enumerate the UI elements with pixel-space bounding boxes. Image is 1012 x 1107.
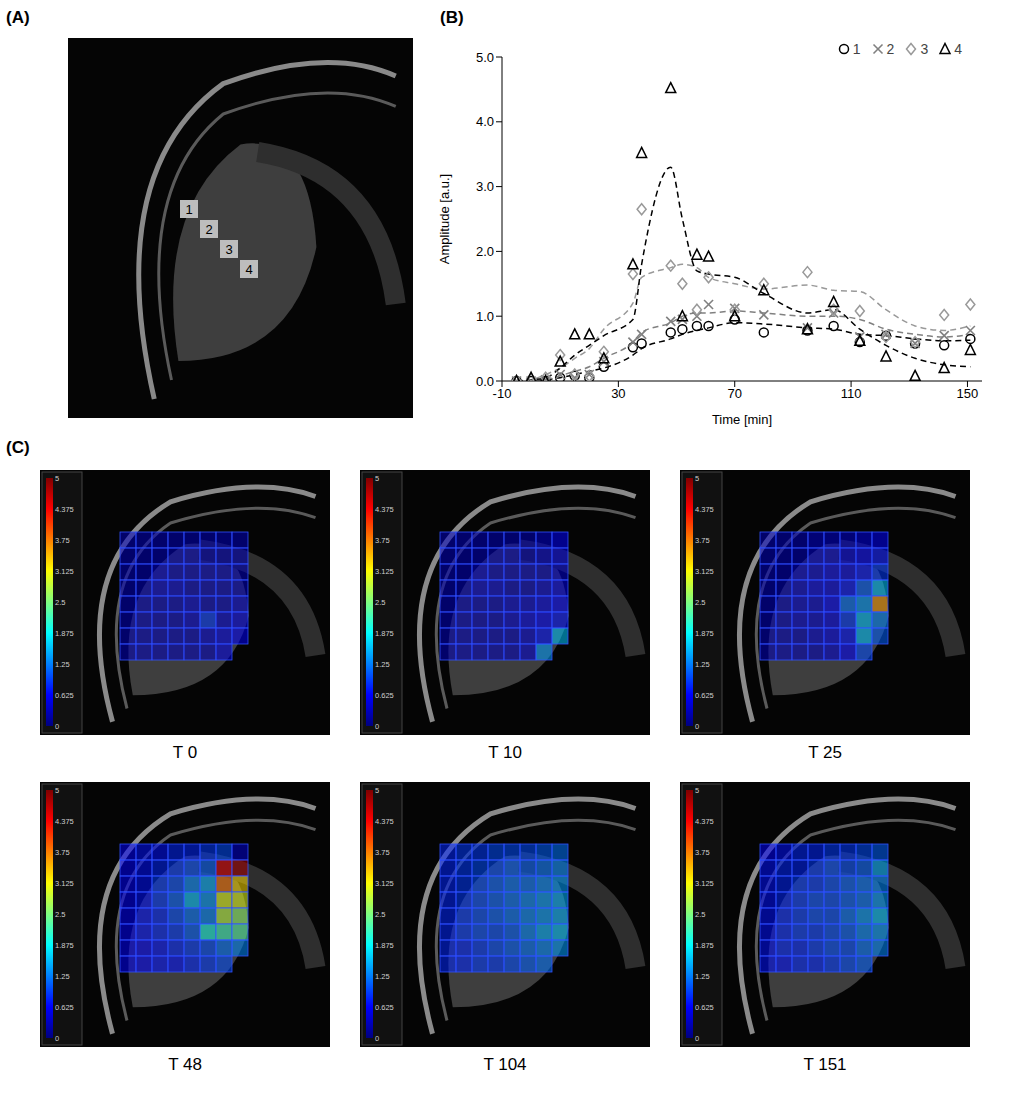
svg-text:Amplitude [a.u.]: Amplitude [a.u.] <box>437 174 452 264</box>
svg-text:5: 5 <box>695 786 699 795</box>
svg-text:1.875: 1.875 <box>695 941 714 950</box>
svg-text:1.25: 1.25 <box>695 660 710 669</box>
svg-text:5: 5 <box>375 474 379 483</box>
svg-text:0.625: 0.625 <box>695 691 714 700</box>
svg-text:5: 5 <box>55 474 59 483</box>
svg-text:4.375: 4.375 <box>55 505 74 514</box>
svg-text:0: 0 <box>55 722 59 731</box>
svg-text:4.375: 4.375 <box>55 817 74 826</box>
svg-text:3.75: 3.75 <box>375 848 390 857</box>
svg-text:4: 4 <box>245 262 252 277</box>
svg-text:150: 150 <box>957 386 979 401</box>
svg-text:4.375: 4.375 <box>695 817 714 826</box>
svg-text:1.25: 1.25 <box>55 660 70 669</box>
svg-text:1.875: 1.875 <box>375 941 394 950</box>
svg-text:3.75: 3.75 <box>55 536 70 545</box>
svg-text:1.0: 1.0 <box>476 309 494 324</box>
html-text:3: 3 <box>920 41 929 57</box>
svg-text:2.5: 2.5 <box>695 910 705 919</box>
svg-text:2.5: 2.5 <box>55 910 65 919</box>
svg-text:4.0: 4.0 <box>476 114 494 129</box>
svg-text:70: 70 <box>727 386 741 401</box>
svg-text:-10: -10 <box>493 386 512 401</box>
html-text:2: 2 <box>886 41 895 57</box>
html-text:T 151: T 151 <box>803 1055 847 1074</box>
svg-text:2: 2 <box>205 222 212 237</box>
html-text:1: 1 <box>852 41 861 57</box>
html-text:T 48: T 48 <box>168 1055 202 1074</box>
svg-text:0: 0 <box>375 1034 379 1043</box>
html-text:T 104: T 104 <box>483 1055 527 1074</box>
html-text:4: 4 <box>954 41 962 57</box>
svg-text:2.5: 2.5 <box>375 598 385 607</box>
svg-text:2.5: 2.5 <box>375 910 385 919</box>
svg-text:3: 3 <box>225 242 232 257</box>
svg-text:3.125: 3.125 <box>375 879 394 888</box>
svg-text:0.625: 0.625 <box>375 691 394 700</box>
svg-text:3.125: 3.125 <box>55 879 74 888</box>
svg-text:2.5: 2.5 <box>695 598 705 607</box>
svg-text:0: 0 <box>55 1034 59 1043</box>
html-text:T 25: T 25 <box>808 743 842 762</box>
svg-text:3.0: 3.0 <box>476 179 494 194</box>
svg-text:3.75: 3.75 <box>375 536 390 545</box>
svg-text:0: 0 <box>695 1034 699 1043</box>
svg-text:0.625: 0.625 <box>55 1003 74 1012</box>
svg-text:0.625: 0.625 <box>55 691 74 700</box>
svg-text:5: 5 <box>695 474 699 483</box>
svg-text:1.25: 1.25 <box>375 660 390 669</box>
svg-text:5: 5 <box>55 786 59 795</box>
svg-text:5.0: 5.0 <box>476 50 494 65</box>
svg-text:4.375: 4.375 <box>375 505 394 514</box>
svg-text:3.75: 3.75 <box>55 848 70 857</box>
svg-text:0.625: 0.625 <box>695 1003 714 1012</box>
svg-text:30: 30 <box>611 386 625 401</box>
svg-text:0: 0 <box>695 722 699 731</box>
html-text:(B): (B) <box>440 8 464 27</box>
svg-text:3.125: 3.125 <box>55 567 74 576</box>
svg-text:0: 0 <box>375 722 379 731</box>
svg-text:4.375: 4.375 <box>375 817 394 826</box>
svg-text:0.0: 0.0 <box>476 374 494 389</box>
svg-text:2.0: 2.0 <box>476 244 494 259</box>
svg-text:4.375: 4.375 <box>695 505 714 514</box>
html-text:(A): (A) <box>6 8 30 27</box>
svg-text:Time [min]: Time [min] <box>712 412 772 427</box>
svg-text:0.625: 0.625 <box>375 1003 394 1012</box>
html-text:(C): (C) <box>6 438 30 457</box>
svg-text:1.875: 1.875 <box>55 941 74 950</box>
svg-text:1.875: 1.875 <box>55 629 74 638</box>
svg-text:5: 5 <box>375 786 379 795</box>
svg-text:1.25: 1.25 <box>695 972 710 981</box>
svg-text:110: 110 <box>841 386 862 401</box>
svg-text:3.75: 3.75 <box>695 536 710 545</box>
svg-text:3.125: 3.125 <box>695 567 714 576</box>
svg-text:3.75: 3.75 <box>695 848 710 857</box>
svg-text:2.5: 2.5 <box>55 598 65 607</box>
svg-text:1: 1 <box>185 202 192 217</box>
html-text:T 0: T 0 <box>172 743 198 762</box>
svg-text:1.875: 1.875 <box>695 629 714 638</box>
html-text:T 10: T 10 <box>488 743 522 762</box>
svg-text:1.25: 1.25 <box>55 972 70 981</box>
svg-text:3.125: 3.125 <box>695 879 714 888</box>
svg-text:1.25: 1.25 <box>375 972 390 981</box>
svg-text:1.875: 1.875 <box>375 629 394 638</box>
svg-text:3.125: 3.125 <box>375 567 394 576</box>
